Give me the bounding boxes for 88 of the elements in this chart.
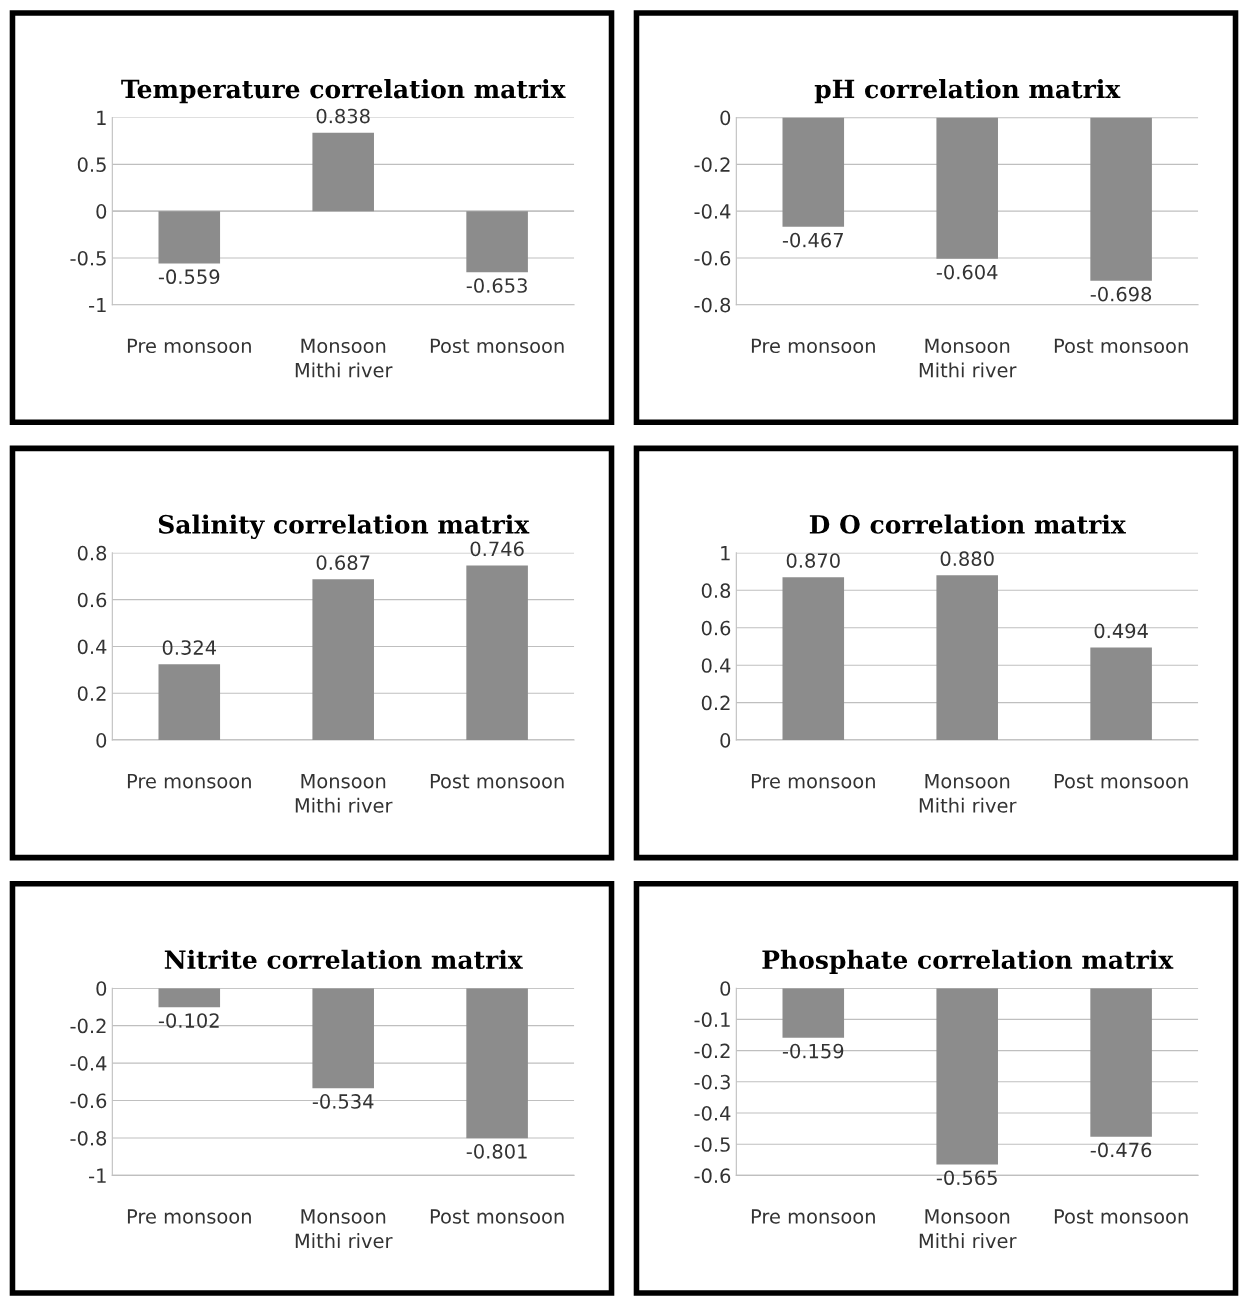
y-tick-label: -0.8	[694, 297, 731, 313]
data-label: 0.687	[316, 555, 370, 570]
data-label: -0.476	[1090, 1142, 1152, 1158]
y-tick-label: -0.2	[70, 1018, 106, 1034]
data-label: -0.604	[936, 264, 998, 280]
data-label: 0.324	[162, 640, 217, 655]
x-axis-title: Mithi river	[295, 797, 393, 813]
y-tick-label: -1	[89, 297, 106, 313]
x-tick-label: Monsoon	[301, 1209, 386, 1224]
x-tick-label: Post monsoon	[1054, 338, 1188, 354]
data-label: 0.870	[786, 553, 840, 568]
y-tick-label: -0.6	[694, 250, 731, 266]
data-label: -0.534	[312, 1094, 374, 1109]
x-tick-label: Pre monsoon	[127, 774, 251, 789]
x-axis-title: Mithi river	[919, 1233, 1017, 1249]
y-tick-label: 1	[97, 110, 106, 125]
y-tick-label: -0.4	[70, 1056, 107, 1071]
bar	[782, 577, 845, 741]
chart-title: Phosphate correlation matrix	[762, 949, 1174, 974]
y-tick-label: 0	[720, 733, 731, 748]
chart-title: Salinity correlation matrix	[158, 514, 530, 539]
y-tick-label: -0.4	[694, 1105, 731, 1121]
y-tick-label: -0.1	[694, 1012, 730, 1028]
y-tick-label: 0.6	[701, 620, 731, 636]
x-tick-label: Monsoon	[925, 774, 1010, 789]
y-tick-label: 0.8	[701, 583, 731, 598]
y-tick-label: -0.3	[694, 1074, 730, 1090]
x-tick-label: Post monsoon	[1054, 774, 1188, 789]
y-tick-label: -0.8	[70, 1130, 107, 1146]
bar	[936, 575, 998, 741]
chart-title: pH correlation matrix	[814, 79, 1121, 104]
y-tick-label: 0	[720, 981, 731, 996]
y-tick-label: -0.2	[694, 1043, 730, 1059]
data-label: 0.494	[1094, 623, 1148, 639]
x-tick-label: Pre monsoon	[751, 338, 875, 354]
x-tick-label: Post monsoon	[430, 774, 564, 789]
data-label: -0.698	[1090, 286, 1152, 302]
y-tick-label: -0.5	[694, 1137, 730, 1152]
y-tick-label: -0.6	[70, 1093, 107, 1109]
y-tick-label: 0.2	[77, 686, 106, 701]
y-tick-label: 0.2	[701, 695, 730, 711]
bar	[1090, 647, 1152, 741]
y-tick-label: 0.8	[77, 545, 107, 561]
y-tick-label: -0.5	[70, 250, 106, 266]
data-label: 0.746	[470, 541, 524, 557]
x-tick-label: Pre monsoon	[127, 1209, 251, 1224]
chart-title: Temperature correlation matrix	[121, 79, 566, 104]
x-tick-label: Pre monsoon	[751, 1209, 875, 1224]
y-tick-label: -0.6	[694, 1168, 731, 1184]
data-label: -0.467	[782, 232, 843, 248]
y-tick-label: 0.6	[77, 592, 107, 608]
chart-title: Nitrite correlation matrix	[164, 949, 523, 970]
x-tick-label: Monsoon	[925, 338, 1010, 354]
data-label: -0.559	[158, 269, 220, 285]
y-tick-label: 0	[96, 981, 107, 996]
x-tick-label: Post monsoon	[430, 338, 564, 354]
data-label: 0.880	[940, 551, 994, 567]
bar	[158, 664, 221, 741]
chart-title: D O correlation matrix	[809, 514, 1126, 534]
data-label: -0.159	[782, 1043, 844, 1059]
y-tick-label: -0.2	[694, 157, 730, 172]
x-axis-title: Mithi river	[295, 362, 393, 378]
y-tick-label: 1	[721, 546, 730, 561]
bar	[466, 565, 528, 741]
y-tick-label: -1	[89, 1168, 106, 1183]
y-tick-label: 0	[720, 110, 731, 126]
x-axis-title: Mithi river	[295, 1233, 393, 1249]
x-axis-title: Mithi river	[919, 362, 1017, 378]
y-tick-label: -0.4	[694, 204, 731, 219]
data-label: -0.565	[936, 1170, 997, 1186]
x-tick-label: Pre monsoon	[751, 774, 875, 789]
data-label: -0.801	[466, 1144, 527, 1159]
data-label: 0.838	[316, 108, 370, 124]
x-tick-label: Monsoon	[301, 774, 386, 789]
x-tick-label: Pre monsoon	[127, 338, 251, 354]
y-tick-label: 0.4	[77, 639, 107, 655]
data-label: -0.102	[158, 1013, 219, 1028]
bar	[312, 579, 374, 741]
y-tick-label: 0.5	[77, 157, 106, 172]
x-axis-title: Mithi river	[919, 797, 1017, 813]
x-tick-label: Monsoon	[301, 338, 386, 354]
y-tick-label: 0	[96, 204, 107, 219]
x-tick-label: Post monsoon	[430, 1209, 564, 1224]
x-tick-label: Monsoon	[925, 1209, 1010, 1224]
y-tick-label: 0.4	[701, 658, 731, 673]
x-tick-label: Post monsoon	[1054, 1209, 1188, 1224]
y-tick-label: 0	[96, 733, 107, 748]
data-label: -0.653	[466, 278, 527, 293]
